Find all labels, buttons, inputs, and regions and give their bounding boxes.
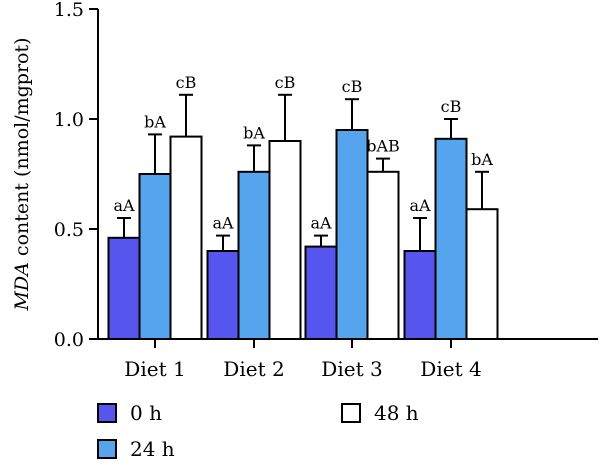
- significance-label: aA: [212, 214, 234, 233]
- significance-label: aA: [310, 214, 332, 233]
- bar: [169, 135, 203, 340]
- chart-legend: 0 h 24 h 48 h: [97, 401, 419, 461]
- y-tick-label: 0.0: [54, 329, 84, 351]
- legend-label: 48 h: [374, 401, 419, 425]
- bar: [138, 173, 172, 340]
- legend-swatch: [97, 439, 117, 459]
- bar: [206, 250, 240, 340]
- significance-label: bA: [144, 112, 166, 131]
- x-category-label: Diet 4: [420, 357, 481, 381]
- bar: [403, 250, 437, 340]
- y-axis-label-italic: MDA: [11, 262, 33, 311]
- y-tick-label: 1.0: [54, 109, 84, 131]
- bar: [465, 208, 499, 340]
- bar: [434, 137, 468, 340]
- significance-label: bAB: [366, 137, 400, 156]
- x-category-label: Diet 1: [124, 357, 185, 381]
- bar: [268, 140, 302, 340]
- significance-label: bA: [471, 150, 493, 169]
- legend-label: 24 h: [130, 437, 175, 461]
- chart-bars: aA bA cB aA bA cB aA cB bAB aA cB bA: [107, 73, 499, 341]
- bar: [366, 170, 400, 340]
- significance-label: aA: [113, 196, 135, 215]
- bar: [304, 245, 338, 341]
- significance-label: cB: [176, 73, 197, 92]
- legend-swatch: [341, 403, 361, 423]
- y-tick-label: 1.5: [54, 0, 84, 21]
- significance-label: bA: [243, 123, 265, 142]
- significance-label: cB: [342, 77, 363, 96]
- significance-label: cB: [441, 97, 462, 116]
- legend-swatch: [97, 403, 117, 423]
- significance-label: aA: [409, 196, 431, 215]
- bar: [335, 129, 369, 340]
- x-category-label: Diet 2: [223, 357, 284, 381]
- legend-label: 0 h: [130, 401, 162, 425]
- y-tick-label: 0.5: [54, 219, 84, 241]
- y-axis-label: MDA content (nmol/mgprot): [11, 37, 33, 311]
- bar: [107, 236, 141, 340]
- x-category-label: Diet 3: [321, 357, 382, 381]
- bar: [237, 170, 271, 340]
- significance-label: cB: [275, 73, 296, 92]
- y-axis-label-rest: content (nmol/mgprot): [11, 37, 33, 262]
